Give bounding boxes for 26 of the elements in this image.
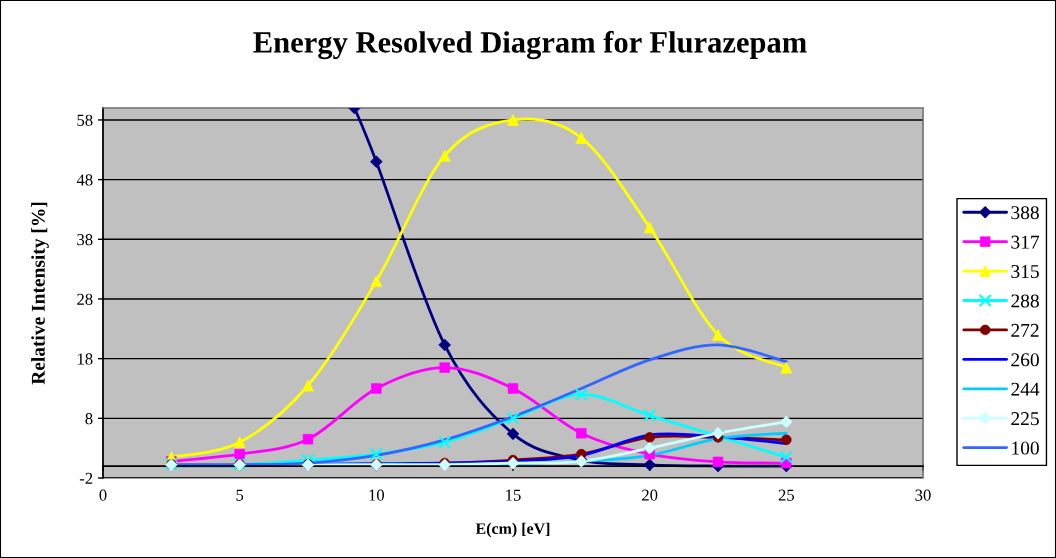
chart-title: Energy Resolved Diagram for Flurazepam — [253, 30, 807, 60]
x-tick-label: 30 — [915, 489, 931, 501]
y-axis-title: Relative Intensity [%] — [31, 202, 49, 385]
y-tick-label: 48 — [76, 174, 93, 186]
legend-label: 260 — [1011, 353, 1039, 367]
legend-label: 244 — [1011, 382, 1040, 396]
legend-label: 315 — [1011, 265, 1039, 279]
legend-label: 317 — [1011, 235, 1040, 249]
legend-label: 225 — [1011, 412, 1039, 426]
y-tick-label: -2 — [79, 472, 93, 484]
legend-label: 100 — [1012, 441, 1039, 455]
x-tick-label: 0 — [99, 489, 107, 501]
x-tick-label: 15 — [506, 489, 521, 501]
x-tick-label: 25 — [778, 489, 795, 501]
x-axis-title: E(cm) [eV] — [475, 522, 550, 538]
legend-label: 388 — [1011, 206, 1039, 220]
y-tick-label: 28 — [77, 293, 93, 305]
y-tick-label: 18 — [77, 353, 93, 365]
x-tick-label: 10 — [369, 489, 385, 501]
y-tick-label: 58 — [77, 114, 93, 126]
y-tick-label: 8 — [85, 413, 93, 425]
legend-label: 272 — [1011, 323, 1039, 337]
y-tick-label: 38 — [77, 233, 93, 246]
x-tick-label: 5 — [236, 489, 244, 501]
legend-label: 288 — [1011, 294, 1039, 308]
x-tick-label: 20 — [642, 489, 658, 501]
